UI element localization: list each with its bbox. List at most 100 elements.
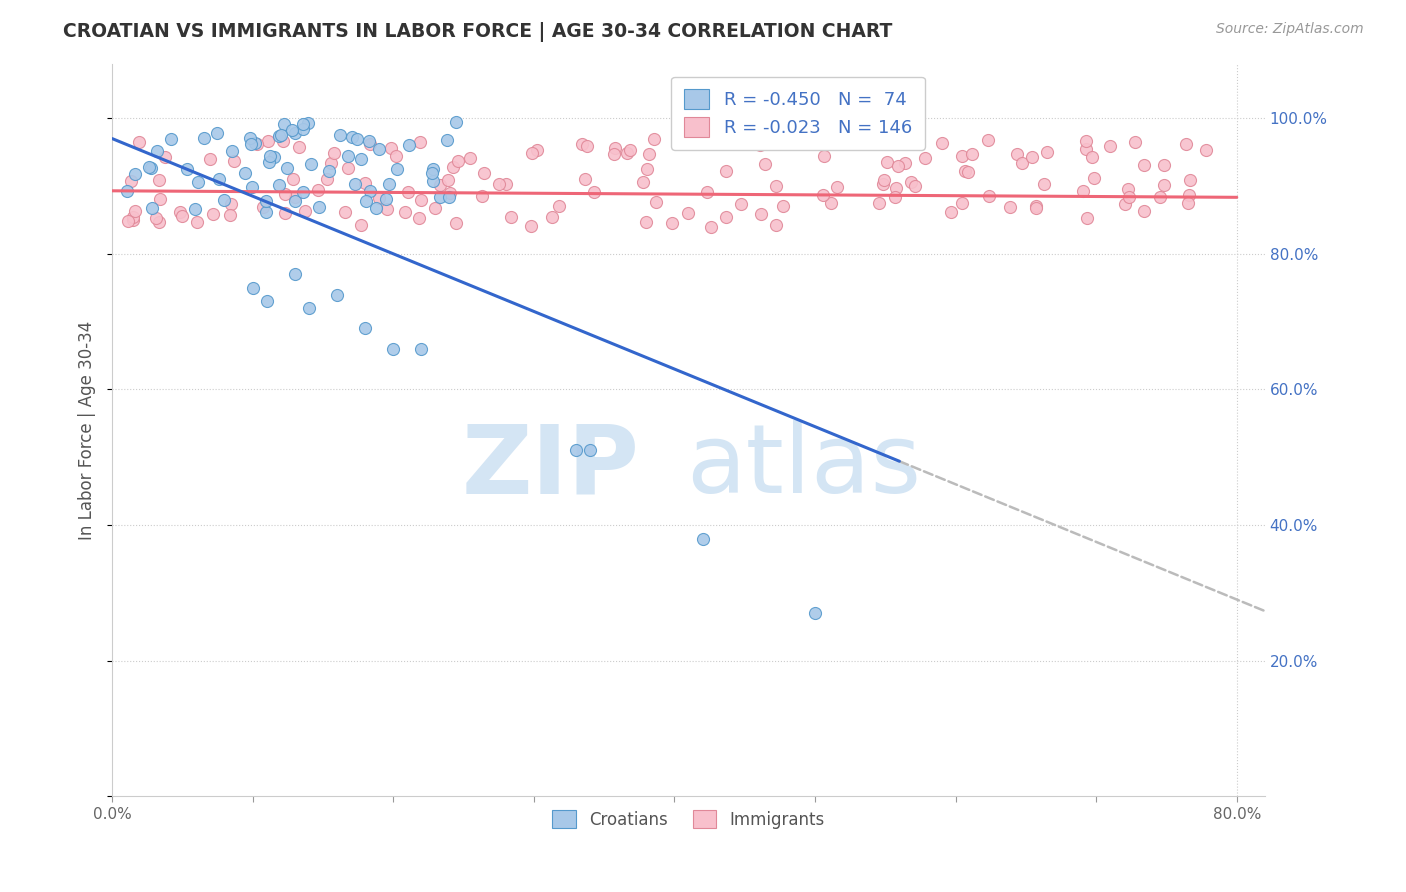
Point [873, 173, 896, 187]
Point [579, 443, 602, 458]
Point [187, 175, 209, 189]
Point [931, 136, 953, 150]
Point [284, 190, 307, 204]
Point [256, 294, 278, 309]
Point [263, 150, 285, 164]
Point [583, 185, 606, 199]
Point [354, 194, 377, 208]
Point [884, 190, 907, 204]
Point [887, 159, 910, 173]
Legend: Croatians, Immigrants: Croatians, Immigrants [546, 804, 831, 835]
Point [212, 193, 235, 207]
Point [357, 134, 380, 148]
Point [202, 207, 225, 221]
Point [565, 443, 588, 458]
Point [1195, 143, 1218, 157]
Point [398, 138, 420, 153]
Point [950, 196, 973, 211]
Point [1178, 173, 1201, 187]
Point [297, 116, 319, 130]
Point [408, 211, 430, 225]
Point [1025, 199, 1047, 213]
Point [603, 147, 626, 161]
Point [444, 114, 467, 128]
Point [337, 149, 360, 163]
Point [616, 146, 638, 161]
Point [359, 184, 381, 198]
Point [146, 144, 169, 158]
Point [526, 143, 548, 157]
Point [1133, 158, 1156, 172]
Point [634, 215, 657, 229]
Point [271, 134, 294, 148]
Point [337, 161, 360, 175]
Point [495, 178, 517, 192]
Point [619, 143, 641, 157]
Point [318, 163, 340, 178]
Point [186, 214, 208, 228]
Point [811, 188, 834, 202]
Point [246, 136, 269, 151]
Point [380, 140, 402, 154]
Point [384, 149, 406, 163]
Point [350, 152, 373, 166]
Point [281, 123, 304, 137]
Point [205, 126, 228, 140]
Point [368, 142, 391, 156]
Point [748, 138, 770, 153]
Point [1114, 196, 1136, 211]
Point [308, 200, 330, 214]
Point [254, 205, 277, 219]
Point [872, 177, 894, 191]
Point [208, 172, 231, 186]
Point [900, 175, 922, 189]
Point [284, 194, 307, 208]
Point [914, 151, 936, 165]
Point [411, 342, 433, 356]
Point [148, 172, 170, 186]
Point [273, 117, 295, 131]
Point [754, 157, 776, 171]
Point [1123, 135, 1146, 149]
Point [274, 187, 297, 202]
Point [1132, 204, 1154, 219]
Point [374, 192, 396, 206]
Point [128, 135, 150, 149]
Point [765, 218, 787, 232]
Point [387, 162, 409, 177]
Point [124, 204, 146, 219]
Point [772, 199, 794, 213]
Point [876, 155, 898, 169]
Point [522, 145, 544, 160]
Point [160, 132, 183, 146]
Point [631, 175, 654, 189]
Point [420, 166, 443, 180]
Point [636, 161, 658, 176]
Point [169, 204, 191, 219]
Point [825, 179, 848, 194]
Point [145, 211, 167, 225]
Point [844, 135, 866, 149]
Point [439, 186, 461, 201]
Point [1177, 196, 1199, 211]
Point [894, 155, 917, 169]
Point [1083, 170, 1105, 185]
Point [884, 181, 907, 195]
Point [256, 134, 278, 148]
Point [953, 164, 976, 178]
Point [394, 204, 416, 219]
Point [378, 177, 401, 191]
Text: atlas: atlas [686, 420, 921, 513]
Point [240, 137, 263, 152]
Point [1153, 178, 1175, 193]
Text: CROATIAN VS IMMIGRANTS IN LABOR FORCE | AGE 30-34 CORRELATION CHART: CROATIAN VS IMMIGRANTS IN LABOR FORCE | … [63, 22, 893, 42]
Point [359, 136, 381, 151]
Point [242, 281, 264, 295]
Point [239, 130, 262, 145]
Point [696, 185, 718, 199]
Point [200, 152, 222, 166]
Point [409, 136, 432, 150]
Point [571, 137, 593, 152]
Y-axis label: In Labor Force | Age 30-34: In Labor Force | Age 30-34 [79, 320, 96, 540]
Point [281, 172, 304, 186]
